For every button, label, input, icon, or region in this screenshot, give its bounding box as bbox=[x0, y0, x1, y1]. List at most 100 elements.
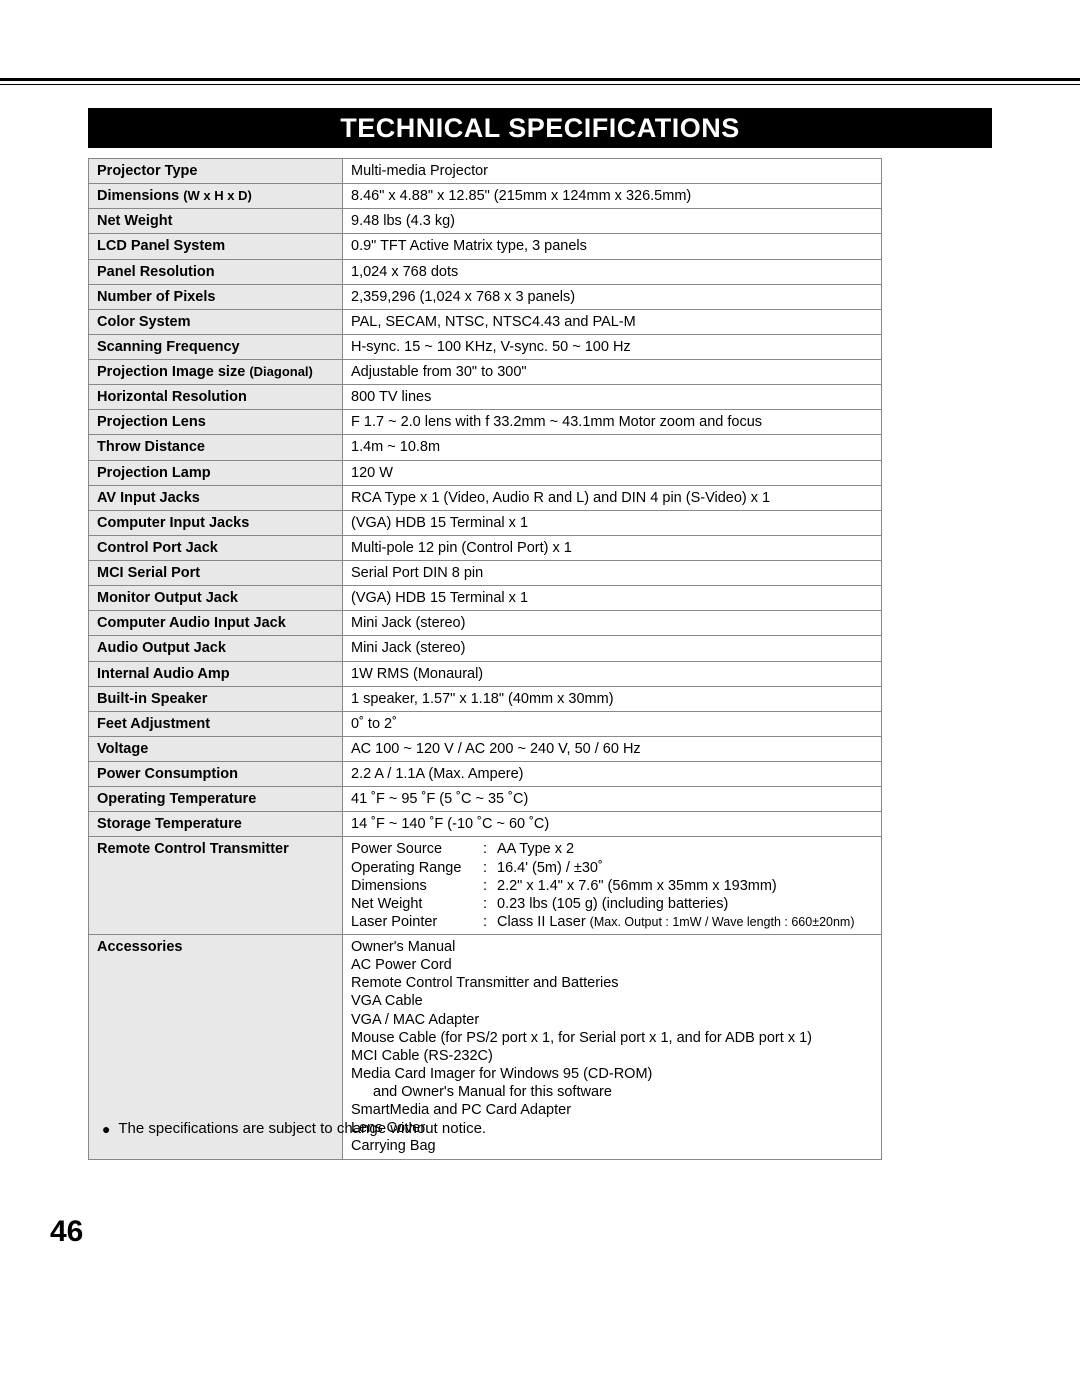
spec-label: Built-in Speaker bbox=[89, 686, 343, 711]
spec-value: 0˚ to 2˚ bbox=[343, 711, 882, 736]
spec-label: Projector Type bbox=[89, 159, 343, 184]
spec-value: F 1.7 ~ 2.0 lens with f 33.2mm ~ 43.1mm … bbox=[343, 410, 882, 435]
spec-row: Color SystemPAL, SECAM, NTSC, NTSC4.43 a… bbox=[89, 309, 882, 334]
remote-item: Laser Pointer:Class II Laser (Max. Outpu… bbox=[351, 913, 861, 931]
spec-row: Dimensions (W x H x D)8.46" x 4.88" x 12… bbox=[89, 184, 882, 209]
spec-value: 1.4m ~ 10.8m bbox=[343, 435, 882, 460]
spec-value: Multi-pole 12 pin (Control Port) x 1 bbox=[343, 535, 882, 560]
accessory-item: VGA Cable bbox=[351, 992, 873, 1010]
accessory-item: Mouse Cable (for PS/2 port x 1, for Seri… bbox=[351, 1029, 873, 1047]
spec-row: AV Input JacksRCA Type x 1 (Video, Audio… bbox=[89, 485, 882, 510]
spec-label: Control Port Jack bbox=[89, 535, 343, 560]
accessory-item: Owner's Manual bbox=[351, 938, 873, 956]
section-title: TECHNICAL SPECIFICATIONS bbox=[88, 108, 992, 148]
spec-label: Audio Output Jack bbox=[89, 636, 343, 661]
spec-row: Panel Resolution1,024 x 768 dots bbox=[89, 259, 882, 284]
spec-value: Multi-media Projector bbox=[343, 159, 882, 184]
accessory-item: AC Power Cord bbox=[351, 956, 873, 974]
spec-label: Feet Adjustment bbox=[89, 711, 343, 736]
accessory-item: VGA / MAC Adapter bbox=[351, 1011, 873, 1029]
spec-label: Throw Distance bbox=[89, 435, 343, 460]
accessory-item: Media Card Imager for Windows 95 (CD-ROM… bbox=[351, 1065, 873, 1083]
spec-label: Projection Lamp bbox=[89, 460, 343, 485]
spec-row: Control Port JackMulti-pole 12 pin (Cont… bbox=[89, 535, 882, 560]
spec-value: 2,359,296 (1,024 x 768 x 3 panels) bbox=[343, 284, 882, 309]
spec-value: 9.48 lbs (4.3 kg) bbox=[343, 209, 882, 234]
spec-label: Net Weight bbox=[89, 209, 343, 234]
top-rule-thin bbox=[0, 84, 1080, 85]
spec-label: Monitor Output Jack bbox=[89, 586, 343, 611]
spec-label: MCI Serial Port bbox=[89, 561, 343, 586]
footnote-text: The specifications are subject to change… bbox=[118, 1120, 486, 1137]
spec-row: Net Weight9.48 lbs (4.3 kg) bbox=[89, 209, 882, 234]
spec-row: Audio Output JackMini Jack (stereo) bbox=[89, 636, 882, 661]
spec-label: Projection Lens bbox=[89, 410, 343, 435]
spec-value: 120 W bbox=[343, 460, 882, 485]
spec-row: Internal Audio Amp1W RMS (Monaural) bbox=[89, 661, 882, 686]
spec-value: Power Source:AA Type x 2Operating Range:… bbox=[343, 837, 882, 935]
spec-value: H-sync. 15 ~ 100 KHz, V-sync. 50 ~ 100 H… bbox=[343, 334, 882, 359]
remote-item: Dimensions:2.2" x 1.4" x 7.6" (56mm x 35… bbox=[351, 877, 861, 895]
spec-label: Computer Input Jacks bbox=[89, 510, 343, 535]
bullet-icon: ● bbox=[102, 1121, 110, 1137]
spec-row: Storage Temperature14 ˚F ~ 140 ˚F (-10 ˚… bbox=[89, 812, 882, 837]
spec-value: 1,024 x 768 dots bbox=[343, 259, 882, 284]
spec-row: Computer Audio Input JackMini Jack (ster… bbox=[89, 611, 882, 636]
spec-value: 41 ˚F ~ 95 ˚F (5 ˚C ~ 35 ˚C) bbox=[343, 787, 882, 812]
spec-row: VoltageAC 100 ~ 120 V / AC 200 ~ 240 V, … bbox=[89, 736, 882, 761]
spec-label: Horizontal Resolution bbox=[89, 385, 343, 410]
spec-row: Projector TypeMulti-media Projector bbox=[89, 159, 882, 184]
remote-item: Operating Range:16.4' (5m) / ±30˚ bbox=[351, 859, 861, 877]
spec-label: Panel Resolution bbox=[89, 259, 343, 284]
spec-row: Projection LensF 1.7 ~ 2.0 lens with f 3… bbox=[89, 410, 882, 435]
spec-row: Projection Lamp120 W bbox=[89, 460, 882, 485]
spec-value: 8.46" x 4.88" x 12.85" (215mm x 124mm x … bbox=[343, 184, 882, 209]
spec-value: (VGA) HDB 15 Terminal x 1 bbox=[343, 586, 882, 611]
spec-label: Voltage bbox=[89, 736, 343, 761]
spec-table: Projector TypeMulti-media ProjectorDimen… bbox=[88, 158, 882, 1160]
spec-value: 2.2 A / 1.1A (Max. Ampere) bbox=[343, 762, 882, 787]
spec-label: Projection Image size (Diagonal) bbox=[89, 360, 343, 385]
spec-label: Dimensions (W x H x D) bbox=[89, 184, 343, 209]
spec-label: LCD Panel System bbox=[89, 234, 343, 259]
spec-row-remote: Remote Control TransmitterPower Source:A… bbox=[89, 837, 882, 935]
spec-label: Operating Temperature bbox=[89, 787, 343, 812]
spec-value: Mini Jack (stereo) bbox=[343, 611, 882, 636]
accessory-item: Remote Control Transmitter and Batteries bbox=[351, 974, 873, 992]
spec-row: MCI Serial PortSerial Port DIN 8 pin bbox=[89, 561, 882, 586]
remote-item: Power Source:AA Type x 2 bbox=[351, 840, 861, 858]
spec-value: 800 TV lines bbox=[343, 385, 882, 410]
spec-value: RCA Type x 1 (Video, Audio R and L) and … bbox=[343, 485, 882, 510]
spec-label: Scanning Frequency bbox=[89, 334, 343, 359]
spec-label: Number of Pixels bbox=[89, 284, 343, 309]
spec-label: Storage Temperature bbox=[89, 812, 343, 837]
spec-row: Projection Image size (Diagonal)Adjustab… bbox=[89, 360, 882, 385]
accessory-item: Carrying Bag bbox=[351, 1137, 873, 1155]
page-number: 46 bbox=[50, 1215, 83, 1249]
spec-row: Power Consumption2.2 A / 1.1A (Max. Ampe… bbox=[89, 762, 882, 787]
spec-label: Internal Audio Amp bbox=[89, 661, 343, 686]
spec-row: Computer Input Jacks(VGA) HDB 15 Termina… bbox=[89, 510, 882, 535]
top-rule-thick bbox=[0, 78, 1080, 81]
spec-value: 1W RMS (Monaural) bbox=[343, 661, 882, 686]
spec-value: Mini Jack (stereo) bbox=[343, 636, 882, 661]
accessory-item: and Owner's Manual for this software bbox=[351, 1083, 873, 1101]
accessory-item: MCI Cable (RS-232C) bbox=[351, 1047, 873, 1065]
accessory-item: SmartMedia and PC Card Adapter bbox=[351, 1101, 873, 1119]
spec-row: Operating Temperature41 ˚F ~ 95 ˚F (5 ˚C… bbox=[89, 787, 882, 812]
spec-row: Feet Adjustment0˚ to 2˚ bbox=[89, 711, 882, 736]
spec-row: Number of Pixels2,359,296 (1,024 x 768 x… bbox=[89, 284, 882, 309]
spec-row: Monitor Output Jack(VGA) HDB 15 Terminal… bbox=[89, 586, 882, 611]
footnote: ● The specifications are subject to chan… bbox=[102, 1120, 486, 1137]
spec-value: Adjustable from 30" to 300" bbox=[343, 360, 882, 385]
spec-label: Power Consumption bbox=[89, 762, 343, 787]
spec-value: 14 ˚F ~ 140 ˚F (-10 ˚C ~ 60 ˚C) bbox=[343, 812, 882, 837]
spec-value: AC 100 ~ 120 V / AC 200 ~ 240 V, 50 / 60… bbox=[343, 736, 882, 761]
spec-label: Remote Control Transmitter bbox=[89, 837, 343, 935]
remote-item: Net Weight:0.23 lbs (105 g) (including b… bbox=[351, 895, 861, 913]
spec-value: 1 speaker, 1.57" x 1.18" (40mm x 30mm) bbox=[343, 686, 882, 711]
spec-row: LCD Panel System0.9" TFT Active Matrix t… bbox=[89, 234, 882, 259]
spec-label: Color System bbox=[89, 309, 343, 334]
spec-label: AV Input Jacks bbox=[89, 485, 343, 510]
spec-row: Scanning FrequencyH-sync. 15 ~ 100 KHz, … bbox=[89, 334, 882, 359]
